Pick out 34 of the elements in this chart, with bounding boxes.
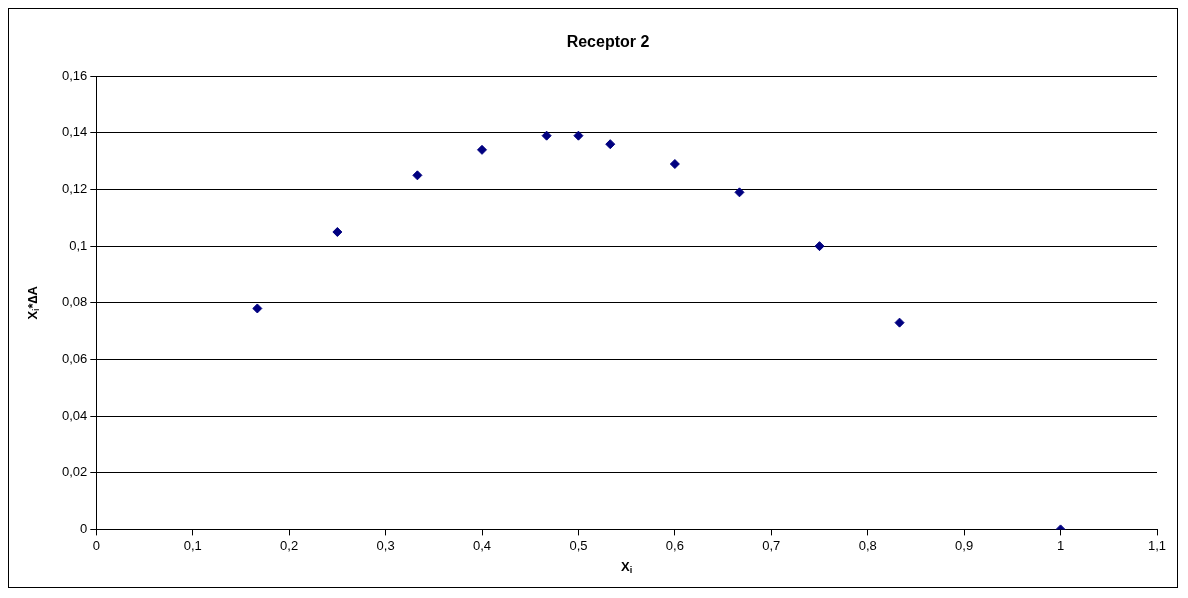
x-tick-label: 0,2: [280, 537, 299, 553]
y-tick-label: 0,06: [61, 351, 88, 367]
point: [541, 130, 552, 141]
point: [605, 139, 616, 150]
point: [252, 303, 263, 314]
point: [573, 130, 584, 141]
point: [894, 317, 905, 328]
x-tick-label: 0,7: [762, 537, 781, 553]
point: [412, 170, 423, 181]
point: [669, 159, 680, 170]
x-tick-label: 0,8: [858, 537, 877, 553]
x-tick-label: 1,1: [1147, 537, 1167, 553]
x-tick-label: 0: [92, 537, 100, 553]
chart-title: Receptor 2: [566, 33, 650, 51]
point: [332, 226, 343, 237]
y-tick-label: 0,16: [61, 67, 88, 83]
y-tick-label: 0,04: [61, 407, 88, 423]
point: [734, 187, 745, 198]
point: [477, 144, 488, 155]
x-tick-label: 0,4: [472, 537, 492, 553]
y-tick-label: 0,14: [61, 124, 88, 140]
y-tick-label: 0,12: [61, 181, 88, 197]
x-tick-label: 0,3: [376, 537, 395, 553]
x-tick-label: 0,9: [955, 537, 974, 553]
point: [814, 241, 825, 252]
y-tick-label: 0: [80, 520, 88, 536]
y-axis-title: Xi*∆A: [24, 285, 42, 320]
y-tick-label: 0,1: [69, 237, 88, 253]
x-tick-label: 0,6: [665, 537, 684, 553]
x-tick-label: 0,5: [569, 537, 588, 553]
x-tick-label: 0,1: [183, 537, 202, 553]
y-tick-label: 0,02: [61, 464, 88, 480]
y-tick-label: 0,08: [61, 294, 88, 310]
x-tick-label: 1: [1056, 537, 1065, 553]
